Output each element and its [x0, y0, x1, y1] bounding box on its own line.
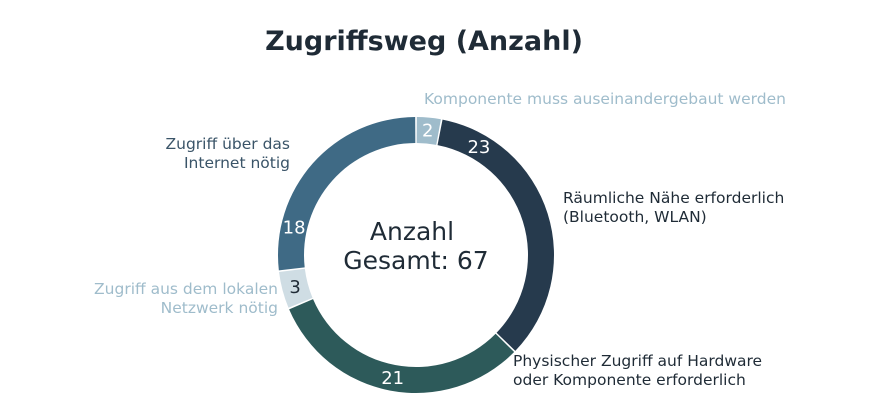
donut-slices — [278, 117, 555, 393]
slice-label-3: Zugriff aus dem lokalen Netzwerk nötig — [94, 280, 278, 317]
slice-label-1-line-0: Räumliche Nähe erforderlich — [563, 189, 784, 207]
slice-label-4-line-0: Zugriff über das — [166, 135, 290, 153]
slice-values: 2 23 21 3 18 — [283, 121, 491, 389]
donut-slice-1 — [437, 119, 555, 351]
center-label: Anzahl Gesamt: 67 — [343, 217, 488, 275]
donut-slice-3 — [279, 268, 313, 308]
slice-label-0: Komponente muss auseinandergebaut werden — [424, 90, 786, 108]
slice-label-4-line-1: Internet nötig — [184, 154, 290, 172]
chart-title: Zugriffsweg (Anzahl) — [265, 26, 583, 57]
donut-slice-2 — [289, 299, 515, 393]
slice-value-0: 2 — [422, 121, 433, 142]
slice-value-2: 21 — [381, 368, 404, 389]
slice-label-2-line-1: oder Komponente erforderlich — [513, 371, 746, 389]
slice-label-1-line-1: (Bluetooth, WLAN) — [563, 208, 707, 226]
center-label-line-1: Anzahl — [370, 217, 454, 246]
slice-label-0-line-0: Komponente muss auseinandergebaut werden — [424, 90, 786, 108]
donut-slice-4 — [278, 117, 416, 271]
center-label-line-2: Gesamt: 67 — [343, 246, 488, 275]
slice-label-2-line-0: Physischer Zugriff auf Hardware — [513, 352, 762, 370]
slice-label-4: Zugriff über das Internet nötig — [166, 135, 290, 172]
donut-slice-0 — [416, 117, 441, 145]
slice-value-3: 3 — [289, 277, 300, 298]
slice-label-3-line-0: Zugriff aus dem lokalen — [94, 280, 278, 298]
slice-labels: Komponente muss auseinandergebaut werden… — [94, 90, 786, 389]
slice-value-1: 23 — [467, 137, 490, 158]
slice-value-4: 18 — [283, 217, 306, 238]
slice-label-3-line-1: Netzwerk nötig — [161, 299, 278, 317]
slice-label-2: Physischer Zugriff auf Hardware oder Komp… — [513, 352, 762, 389]
slice-label-1: Räumliche Nähe erforderlich (Bluetooth, W… — [563, 189, 784, 226]
